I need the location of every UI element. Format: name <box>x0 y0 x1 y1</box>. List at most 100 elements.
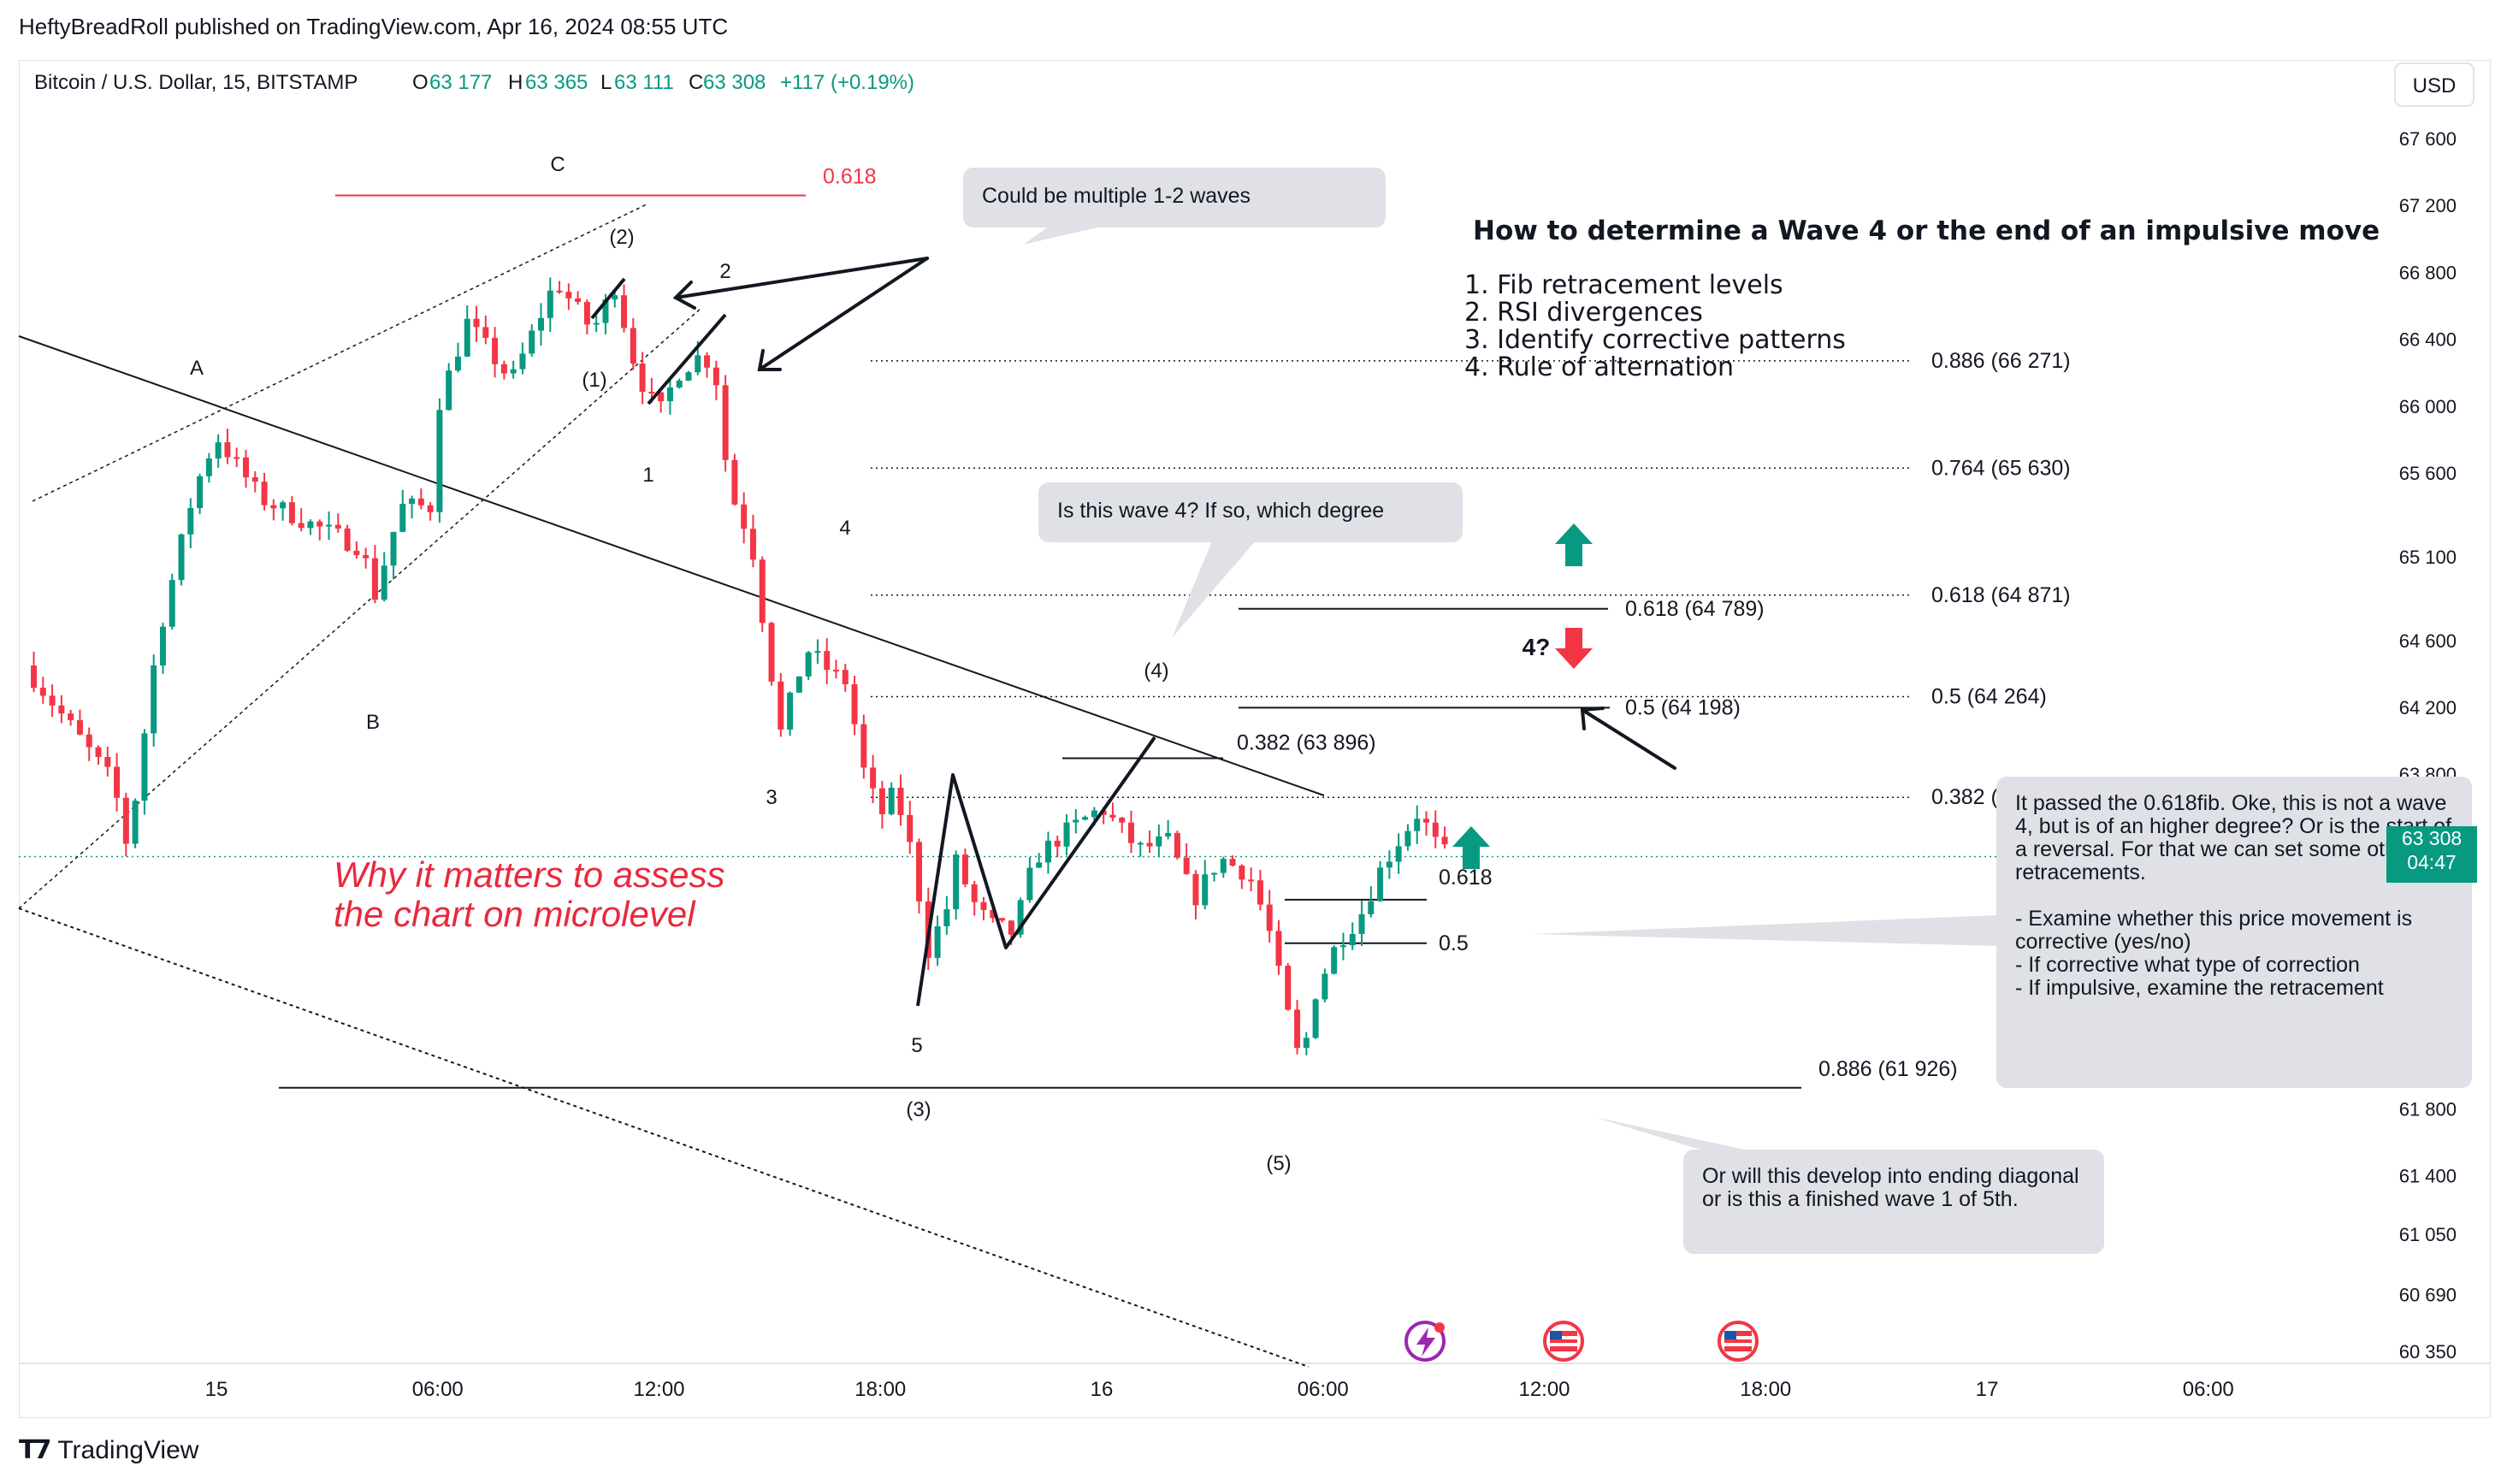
candle-body <box>1404 831 1411 847</box>
low-value: 63 111 <box>614 71 674 94</box>
candle-body <box>833 670 839 672</box>
candle-body <box>1386 861 1392 868</box>
candle-body <box>593 322 600 325</box>
howto-item: 3. Identify corrective patterns <box>1464 325 1846 355</box>
candle-body <box>795 676 802 693</box>
price-tick-label: 61 050 <box>2399 1224 2457 1245</box>
micro-annotation-line-1: Why it matters to assess <box>334 854 725 895</box>
candle-body <box>1137 843 1144 845</box>
candle-body <box>1100 810 1107 815</box>
candle-body <box>556 290 563 293</box>
candle-body <box>778 681 784 730</box>
candle-body <box>436 410 443 512</box>
price-tick-label: 60 350 <box>2399 1341 2457 1363</box>
fib-level-label: 0.382 (63 896) <box>1237 730 1376 754</box>
candle-body <box>353 550 360 555</box>
candle-body <box>492 338 499 364</box>
candle-body <box>234 457 240 459</box>
candle-body <box>446 370 452 411</box>
candle-body <box>878 788 885 814</box>
event-icons[interactable] <box>1404 1321 1759 1362</box>
fib-level-label: 0.764 (65 630) <box>1931 456 2071 480</box>
candle-body <box>1377 867 1384 902</box>
ohlc-legend: Bitcoin / U.S. Dollar, 15, BITSTAMP O 63… <box>34 71 914 94</box>
candle-body <box>464 318 470 357</box>
price-tick-label: 65 600 <box>2399 463 2457 484</box>
candle-body <box>482 327 489 339</box>
candle-body <box>897 787 904 815</box>
candle-body <box>159 626 166 665</box>
price-tick-label: 66 800 <box>2399 262 2457 283</box>
candle-body <box>215 442 222 459</box>
wave-label-1: 1 <box>642 464 653 487</box>
candle-body <box>685 372 692 381</box>
wave-label-a: A <box>190 357 204 380</box>
tradingview-logo[interactable]: T7 TradingView <box>19 1435 198 1465</box>
candle-body <box>1128 822 1134 843</box>
wave-label-4: 4 <box>839 517 850 540</box>
wave-labels: A B C (1) (2) 1 2 3 4 5 (3) (4) (5) 4? <box>190 153 1550 1175</box>
candles <box>31 277 1448 1055</box>
candle-body <box>1358 913 1365 934</box>
candle-body <box>712 367 719 386</box>
candle-body <box>1044 840 1051 863</box>
wave-label-4-question: 4? <box>1523 634 1551 660</box>
candle-body <box>1174 832 1180 858</box>
fib-level-label: 0.5 (64 264) <box>1931 684 2047 708</box>
candle-body <box>814 651 821 653</box>
tradingview-wordmark: TradingView <box>57 1435 199 1464</box>
open-value: 63 177 <box>429 71 492 94</box>
candle-body <box>630 328 636 364</box>
candle-body <box>741 504 748 529</box>
candle-body <box>980 902 987 910</box>
candle-body <box>473 318 480 328</box>
price-tick-label: 66 400 <box>2399 329 2457 351</box>
candle-body <box>1229 859 1236 866</box>
candle-body <box>104 756 111 767</box>
candle-body <box>1109 814 1116 818</box>
last-price-value: 63 308 <box>2401 827 2463 849</box>
candle-body <box>1321 973 1328 1000</box>
candle-body <box>326 524 333 527</box>
candle-body <box>114 766 121 798</box>
price-tick-label: 67 200 <box>2399 195 2457 216</box>
candle-body <box>787 692 794 730</box>
chart-frame[interactable] <box>19 60 2491 1418</box>
candle-body <box>1256 880 1263 905</box>
up-arrow-icon <box>1555 523 1593 566</box>
candle-body <box>427 505 434 512</box>
note-passed-fib: It passed the 0.618fib. Oke, this is not… <box>1996 777 2472 1088</box>
open-letter: O <box>412 71 429 94</box>
candle-body <box>205 458 212 476</box>
candle-body <box>602 299 609 323</box>
fib-level-label: 0.5 (64 198) <box>1625 695 1741 719</box>
candle-body <box>547 290 553 318</box>
candle-body <box>704 355 711 368</box>
candle-body <box>1082 817 1089 820</box>
time-tick-label: 18:00 <box>854 1378 906 1401</box>
candle-body <box>197 476 204 508</box>
candle-body <box>888 787 895 814</box>
candle-body <box>1054 840 1061 847</box>
time-tick-label: 12:00 <box>1518 1378 1570 1401</box>
candle-body <box>1275 931 1282 967</box>
price-tick-label: 61 400 <box>2399 1166 2457 1187</box>
time-tick-label: 06:00 <box>412 1378 464 1401</box>
wave-label-2: 2 <box>719 260 730 283</box>
candle-body <box>824 651 831 671</box>
wave-zigzag-b <box>590 277 626 320</box>
candle-body <box>621 295 628 328</box>
currency-label: USD <box>2413 74 2457 98</box>
candle-body <box>1432 822 1439 837</box>
currency-button[interactable]: USD <box>2394 62 2474 107</box>
candle-body <box>1294 1009 1301 1049</box>
candle-body <box>1331 947 1338 974</box>
candle-body <box>417 498 424 506</box>
candle-body <box>500 364 507 374</box>
candle-body <box>68 713 74 720</box>
candle-body <box>132 801 139 844</box>
candle-body <box>805 652 812 677</box>
candle-body <box>842 670 848 684</box>
candle-body <box>648 392 655 394</box>
candle-body <box>1395 846 1402 862</box>
